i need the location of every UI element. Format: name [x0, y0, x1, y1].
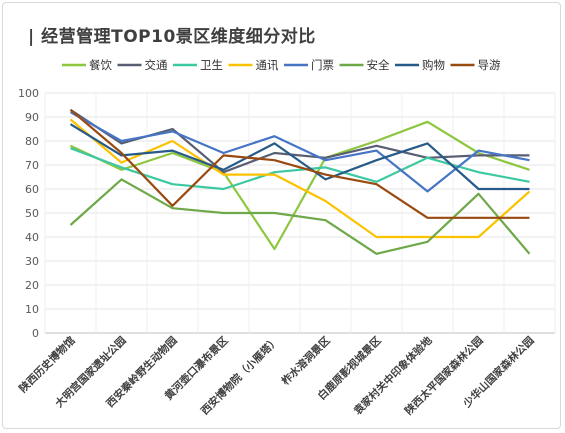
legend-label: 餐饮	[89, 58, 112, 72]
legend: 餐饮 交通 卫生 通讯 门票 安全 购物 导游	[62, 58, 501, 72]
y-tick-label: 70	[25, 159, 39, 172]
legend-label: 门票	[311, 58, 334, 72]
series-line-门票	[69, 111, 530, 193]
x-axis-ticks: 陕西历史博物馆大明宫国家遗址公园西安秦岭野生动物园黄河壶口瀑布景区西安博物院（小…	[16, 334, 536, 418]
grid	[44, 92, 556, 334]
y-tick-label: 0	[32, 327, 39, 340]
y-tick-label: 10	[25, 303, 39, 316]
x-tick-label: 柞水溶洞景区	[279, 334, 333, 388]
legend-label: 安全	[367, 58, 390, 72]
y-tick-label: 50	[25, 207, 39, 220]
y-tick-label: 20	[25, 279, 39, 292]
y-tick-label: 80	[25, 135, 39, 148]
legend-label: 交通	[145, 58, 168, 72]
legend-label: 卫生	[200, 58, 223, 72]
y-tick-label: 30	[25, 255, 39, 268]
legend-label: 导游	[478, 58, 501, 72]
y-tick-label: 40	[25, 231, 39, 244]
series-line-购物	[69, 123, 530, 191]
series-line-通讯	[69, 118, 531, 239]
y-tick-label: 90	[25, 111, 39, 124]
series-line-导游	[69, 108, 530, 219]
y-tick-label: 60	[25, 183, 39, 196]
legend-label: 购物	[422, 58, 445, 72]
chart-title: | 经营管理TOP10景区维度细分对比	[28, 27, 316, 47]
y-axis-ticks: 0 10 20 30 40 50 60 70 80 90 100	[18, 87, 39, 340]
series-line-餐饮	[70, 120, 530, 251]
legend-label: 通讯	[256, 58, 279, 72]
chart-card	[2, 2, 561, 429]
series-lines	[69, 108, 531, 255]
y-tick-label: 100	[18, 87, 39, 100]
